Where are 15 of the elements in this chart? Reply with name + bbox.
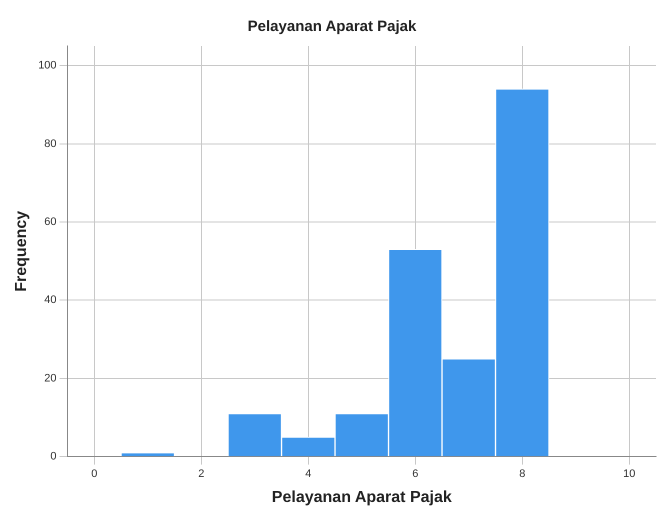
- x-tick-label: 10: [623, 468, 636, 480]
- x-tick-label: 0: [91, 468, 98, 480]
- y-axis-title: Frequency: [13, 210, 30, 292]
- x-tick-label: 2: [198, 468, 204, 480]
- y-tick-label: 0: [50, 450, 57, 463]
- chart-title: Pelayanan Aparat Pajak: [248, 18, 418, 36]
- y-tick-label: 80: [44, 138, 57, 150]
- x-tick-label: 6: [412, 468, 418, 480]
- x-tick-label: 4: [305, 468, 312, 480]
- x-axis-title: Pelayanan Aparat Pajak: [272, 488, 452, 506]
- y-tick-label: 20: [44, 372, 57, 384]
- y-tick-label: 60: [44, 216, 57, 228]
- y-tick-label: 100: [38, 60, 57, 72]
- x-tick-label: 8: [519, 468, 526, 480]
- y-tick-label: 40: [44, 294, 57, 306]
